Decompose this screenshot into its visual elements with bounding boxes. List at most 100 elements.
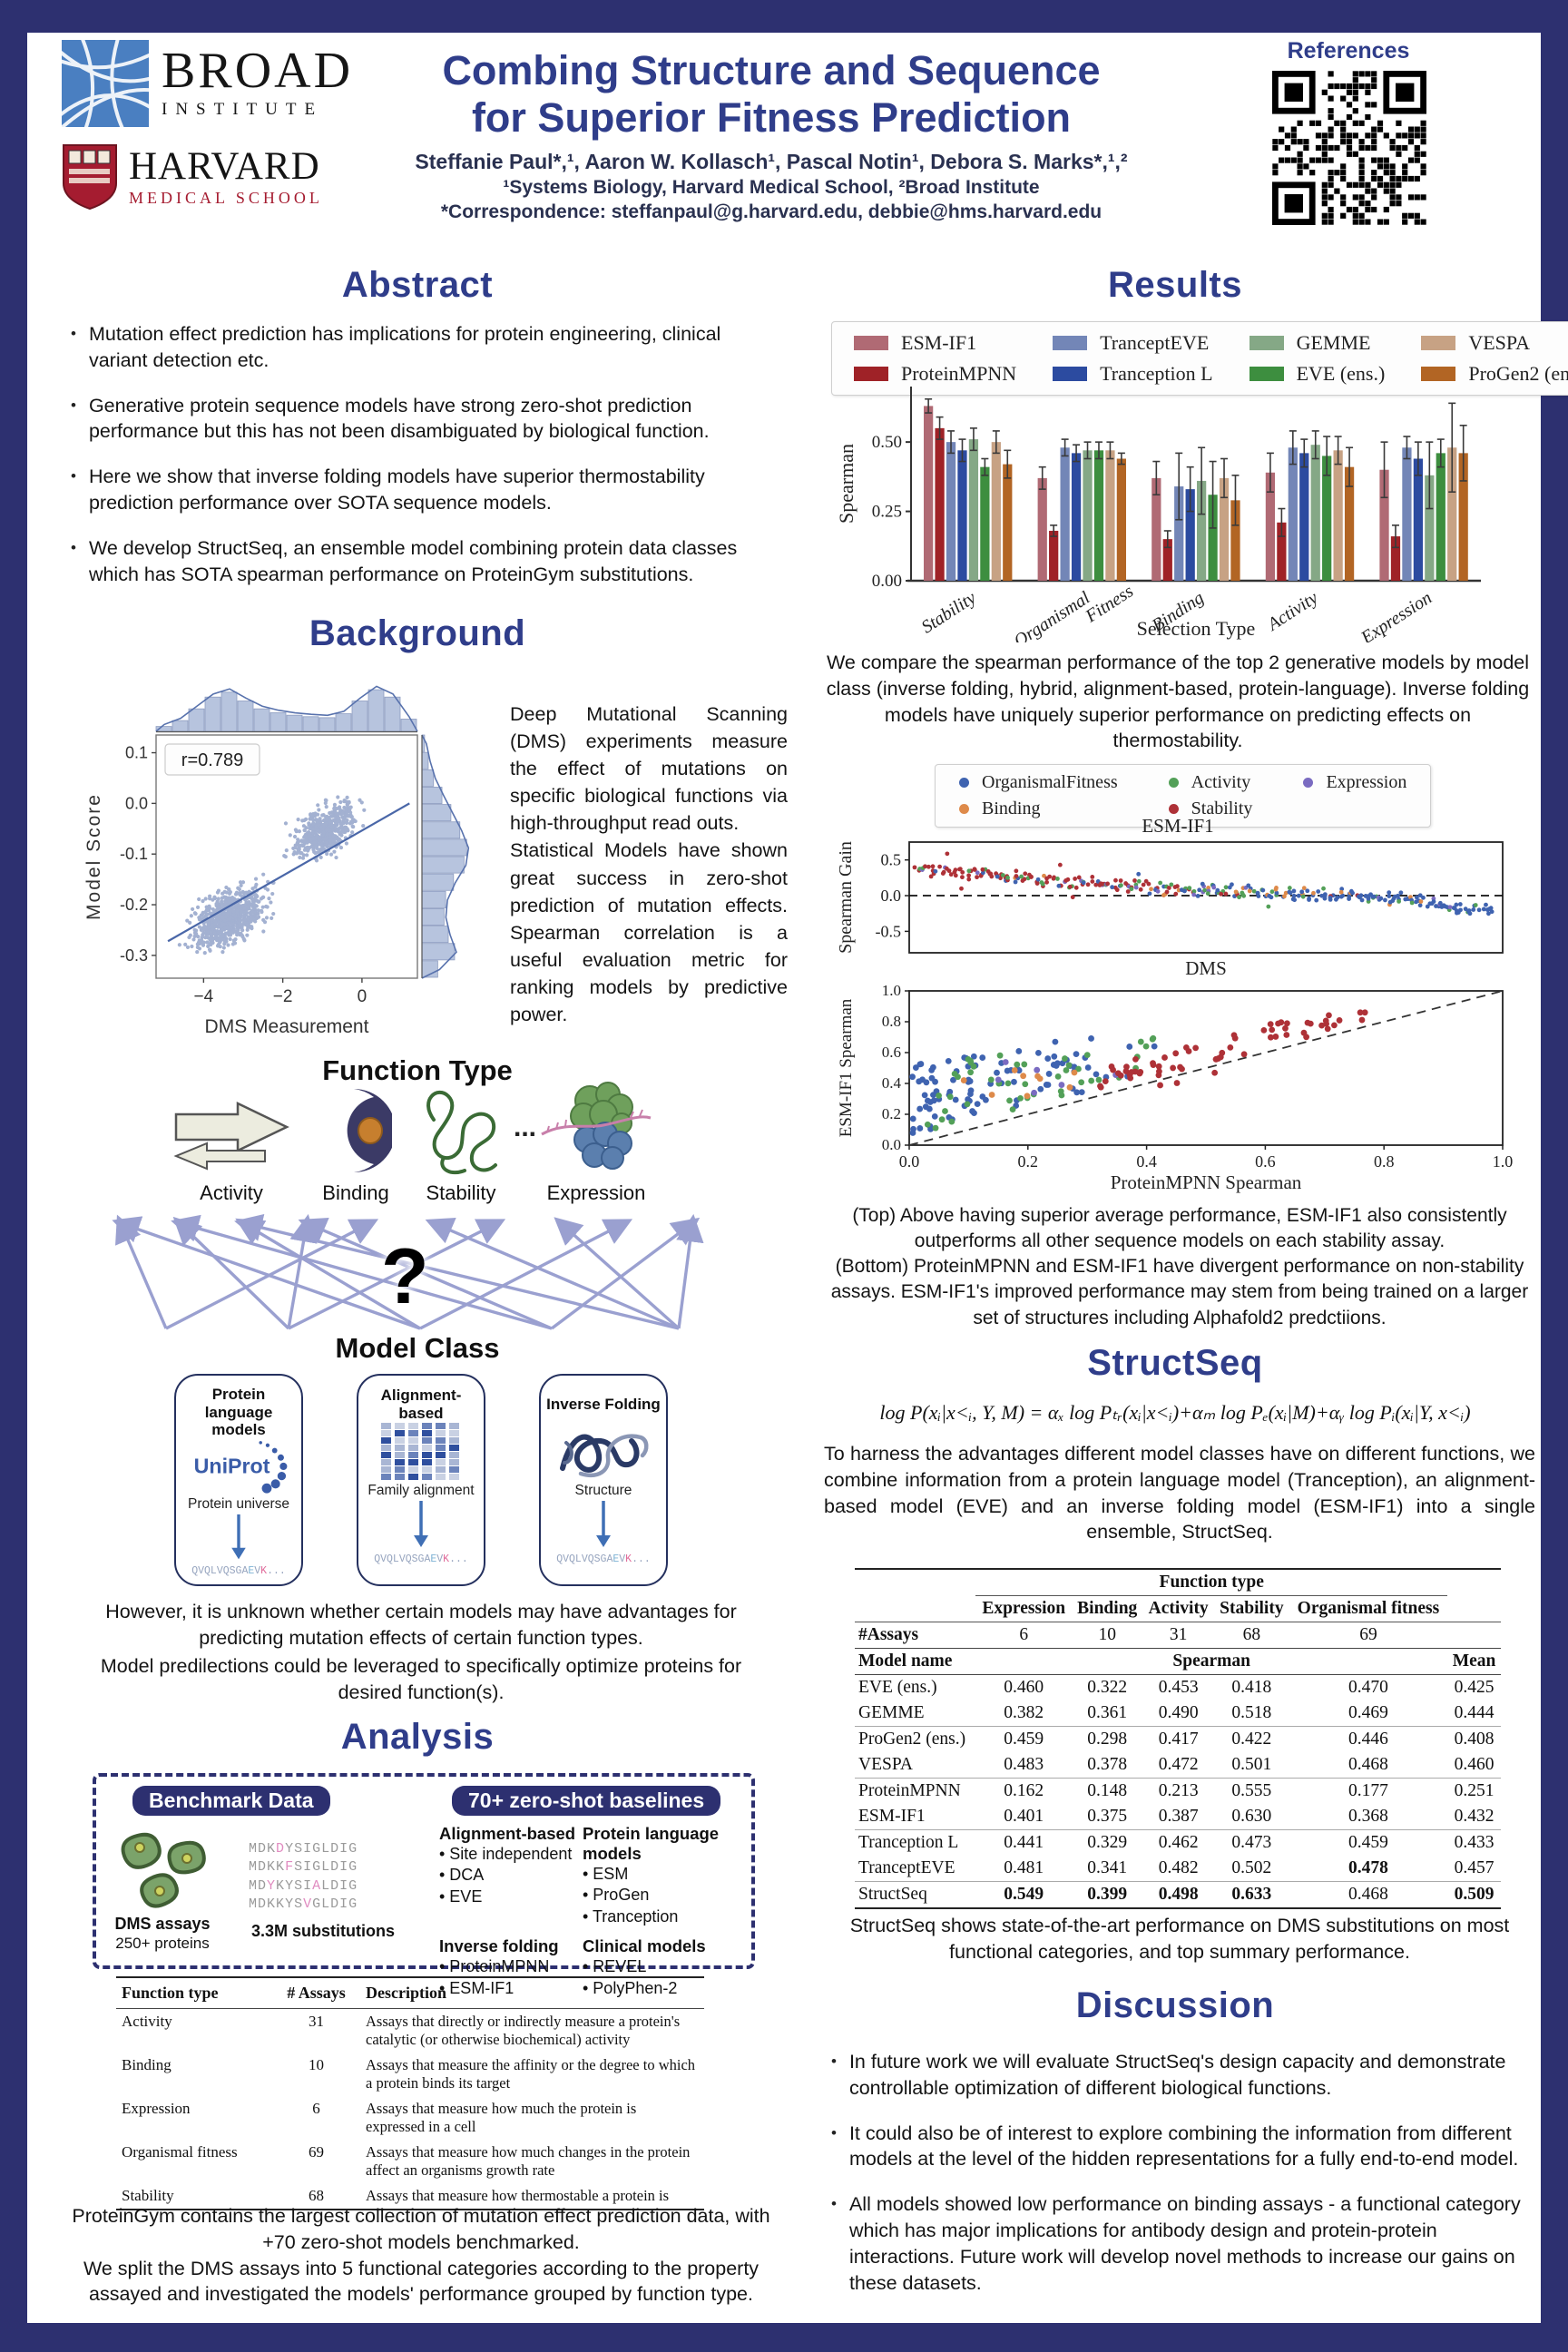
table-row: Stability 68 Assays that measure how therm… — [116, 2183, 704, 2210]
table-cell: Assays that measure how thermostable a p… — [360, 2183, 704, 2210]
spearman-value-cell: 0.457 — [1447, 1856, 1501, 1882]
caption-bottom: (Bottom) ProteinMPNN and ESM-IF1 have di… — [830, 1256, 1529, 1328]
column-header: Organismal fitness — [1289, 1595, 1448, 1622]
svg-text:r=0.789: r=0.789 — [181, 750, 243, 770]
structseq-equation: log P(xᵢ|x<ᵢ, Y, M) = αₓ log Pₜᵣ(xᵢ|x<ᵢ)… — [879, 1401, 1471, 1424]
spearman-value-cell: 0.481 — [975, 1856, 1072, 1882]
broad-wordmark: BROAD — [162, 43, 354, 100]
svg-text:0.0: 0.0 — [881, 887, 902, 905]
stability-label: Stability — [426, 1181, 496, 1204]
spearman-value-cell: 0.518 — [1213, 1700, 1289, 1727]
baseline-item: • Tranception — [583, 1906, 679, 1926]
table-row: Tranception L 0.441 0.329 0.462 0.473 0.459 0.… — [855, 1830, 1501, 1857]
caption-top: (Top) Above having superior average perf… — [852, 1205, 1507, 1252]
assays-count: 68 — [1213, 1622, 1289, 1649]
expression-icon — [541, 1082, 652, 1170]
spearman-value-cell: 0.555 — [1231, 1781, 1272, 1800]
bar-series — [924, 397, 1468, 581]
analysis-benchmark-box: Benchmark Data 70+ zero-shot baselines D… — [93, 1773, 755, 1997]
affiliations-line: ¹Systems Biology, Harvard Medical School… — [503, 177, 1040, 198]
spearman-value-cell: 0.483 — [975, 1752, 1072, 1779]
legend-item: GEMME — [1249, 331, 1386, 355]
down-arrow-icon — [414, 1501, 428, 1547]
table-cell: Binding — [122, 2056, 172, 2073]
svg-text:0: 0 — [358, 987, 368, 1006]
model-class-box-inverse-folding: Inverse Folding Structure QVQLVQSGAEVK..… — [539, 1374, 668, 1586]
table-row: Binding 10 Assays that measure the affinit… — [116, 2053, 704, 2096]
spearman-value-cell: 0.502 — [1213, 1856, 1289, 1882]
down-arrow-icon — [596, 1501, 611, 1547]
spearman-value-cell: 0.387 — [1142, 1804, 1214, 1830]
baseline-item: • ESM — [583, 1865, 629, 1883]
spearman-value-cell: 0.453 — [1158, 1678, 1199, 1697]
scatter-points — [912, 851, 1494, 916]
column-header: Stability — [1213, 1595, 1289, 1622]
abstract-bullet-text: Mutation effect prediction has implicati… — [88, 323, 721, 371]
model-class-box-title: Protein language models — [204, 1386, 273, 1439]
function-table-header: Description — [360, 1976, 704, 2009]
svg-text:Model Score: Model Score — [83, 793, 104, 920]
scatter-legend-box: OrganismalFitness Binding Activity Stabilit… — [935, 764, 1432, 828]
spearman-value-cell: 0.498 — [1142, 1881, 1214, 1909]
down-arrow-icon — [231, 1514, 246, 1560]
discussion-bullet-text: It could also be of interest to explore … — [848, 2122, 1519, 2171]
legend-label: Stability — [1191, 799, 1253, 818]
svg-text:−2: −2 — [273, 987, 293, 1006]
spearman-value-cell: 0.298 — [1087, 1730, 1128, 1749]
proteingym-line-1: ProteinGym contains the largest collecti… — [72, 2205, 770, 2253]
legend-item: Expression — [1303, 772, 1406, 793]
table-cell: Assays that measure how much changes in … — [366, 2143, 691, 2179]
table-cell: 10 — [309, 2056, 324, 2073]
spearman-value-cell: 0.432 — [1447, 1804, 1501, 1830]
baselines-pill: 70+ zero-shot baselines — [452, 1786, 721, 1816]
legend-label: Activity — [1191, 772, 1251, 792]
svg-text:Expression: Expression — [1357, 588, 1436, 642]
substitutions-label: 3.3M substitutions — [250, 1922, 395, 1940]
abstract-bullet-text: We develop StructSeq, an ensemble model … — [88, 536, 738, 585]
spearman-value-cell: 0.213 — [1158, 1781, 1199, 1800]
legend-label: Tranception L — [1100, 362, 1213, 385]
table-cell: Assays that measure the affinity or the … — [366, 2056, 696, 2092]
model-name-cell: ESM-IF1 — [855, 1804, 976, 1830]
baseline-item: • Site independent — [439, 1845, 573, 1863]
family-alignment-icon — [381, 1423, 459, 1480]
spearman-value-cell: 0.472 — [1142, 1752, 1214, 1779]
binding-icon — [319, 1089, 392, 1172]
baselines-pill-label: 70+ zero-shot baselines — [452, 1786, 721, 1816]
svg-text:Stability: Stability — [918, 588, 980, 638]
column-header: Expression — [975, 1595, 1072, 1622]
function-table-header: Function type — [116, 1976, 272, 2009]
abstract-bullet-text: Generative protein sequence models have … — [88, 394, 710, 443]
spearman-value-cell: 0.509 — [1447, 1881, 1501, 1909]
results-heading: Results — [1108, 265, 1242, 305]
baseline-item: • ProteinMPNN — [439, 1957, 550, 1976]
spearman-value-cell: 0.425 — [1454, 1678, 1494, 1697]
svg-text:0.4: 0.4 — [1136, 1152, 1157, 1171]
abstract-bullet: • Generative protein sequence models have… — [71, 393, 771, 446]
results-caption: (Top) Above having superior average perf… — [824, 1203, 1535, 1331]
table-row: Activity 31 Assays that directly or indire… — [116, 2009, 704, 2053]
svg-text:Activity: Activity — [1262, 588, 1321, 636]
legend-swatch-icon — [1421, 367, 1456, 381]
scatter-legend: OrganismalFitness Binding Activity Stabilit… — [935, 764, 1432, 828]
legend-item: ProGen2 (ens.) — [1421, 362, 1568, 386]
broad-institute-logo: BROAD INSTITUTE — [62, 40, 353, 127]
spearman-value-cell: 0.322 — [1087, 1678, 1128, 1697]
column-header: Activity — [1142, 1595, 1214, 1622]
poster-title: Combing Structure and Sequence for Super… — [390, 47, 1152, 142]
svg-text:0.6: 0.6 — [1255, 1152, 1276, 1171]
bullet-icon: • — [831, 2195, 837, 2213]
spearman-header: Spearman — [975, 1648, 1448, 1675]
model-class-box-caption: Structure — [574, 1483, 632, 1498]
svg-text:0.1: 0.1 — [125, 744, 148, 762]
baseline-item: • ProGen — [583, 1886, 650, 1905]
substitution-sequence-line: MDYKYSIALDIG — [249, 1877, 358, 1894]
spearman-value-cell: 0.468 — [1289, 1881, 1448, 1909]
proteinmpnn-esmif1-scatter-chart: 0.0 0.2 0.4 0.6 0.8 1.0 0.0 0.2 0.4 0.6 0.8 1.0 ESM-… — [837, 984, 1513, 1193]
background-paragraph-2: Statistical Models have shown great succ… — [510, 839, 788, 1026]
legend-item: Activity — [1168, 772, 1253, 793]
spearman-value-cell: 0.148 — [1087, 1781, 1128, 1800]
spearman-value-cell: 0.482 — [1142, 1856, 1214, 1882]
